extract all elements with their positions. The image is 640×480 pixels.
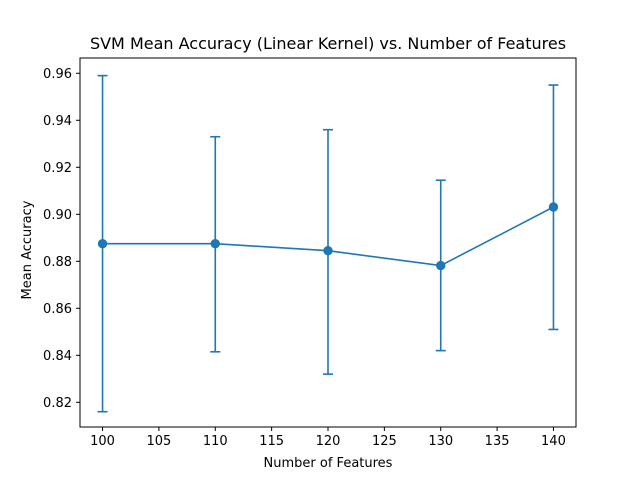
x-tick-label: 110	[203, 434, 228, 449]
x-tick-label: 140	[541, 434, 566, 449]
y-tick-label: 0.86	[43, 302, 72, 317]
x-tick-label: 100	[90, 434, 115, 449]
x-tick-label: 130	[428, 434, 453, 449]
x-tick-label: 105	[146, 434, 171, 449]
axis-ticks: 100 105 110 115 120 125 130 135 140 0.82 0.84 0.86 0…	[43, 67, 566, 449]
data-point	[323, 246, 333, 256]
y-tick-label: 0.94	[43, 114, 72, 129]
data-point	[548, 202, 559, 212]
y-tick-label: 0.96	[43, 67, 72, 82]
x-tick-label: 135	[485, 434, 510, 449]
y-axis-label: Mean Accuracy	[20, 200, 35, 299]
x-tick-label: 125	[372, 434, 397, 449]
y-tick-label: 0.84	[43, 349, 72, 364]
data-point	[210, 238, 220, 249]
plot-area	[79, 57, 577, 428]
chart-title: SVM Mean Accuracy (Linear Kernel) vs. Nu…	[90, 34, 566, 53]
y-tick-label: 0.90	[43, 208, 72, 223]
x-axis-label: Number of Features	[264, 456, 393, 471]
y-tick-label: 0.88	[43, 255, 72, 270]
y-tick-label: 0.82	[43, 396, 72, 411]
x-tick-label: 120	[316, 434, 341, 449]
data-point	[97, 238, 108, 249]
y-tick-label: 0.92	[43, 161, 72, 176]
data-point	[436, 260, 446, 271]
x-tick-label: 115	[259, 434, 284, 449]
